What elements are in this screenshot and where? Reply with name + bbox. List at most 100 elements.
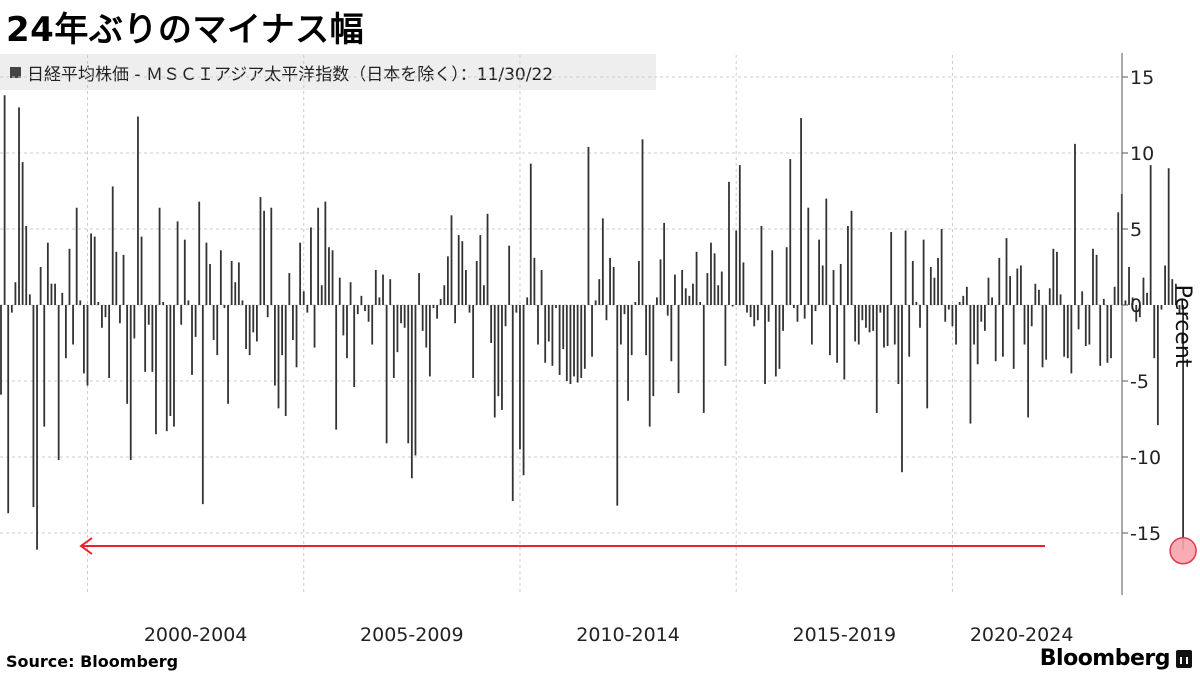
chart-bar	[439, 298, 442, 305]
chart-bar	[64, 305, 67, 359]
chart-bar	[151, 305, 154, 372]
chart-bar	[126, 305, 129, 404]
chart-bar	[108, 305, 111, 378]
chart-bar	[468, 305, 471, 313]
chart-bar	[868, 305, 871, 333]
chart-bar	[789, 159, 792, 305]
chart-bar	[731, 305, 734, 307]
x-group-label: 2000-2004	[144, 624, 248, 646]
chart-bar	[277, 305, 280, 409]
chart-bar	[771, 250, 774, 305]
chart-bar	[832, 270, 835, 305]
chart-bar	[587, 146, 590, 305]
chart-bar	[115, 251, 118, 305]
chart-bar	[436, 305, 438, 319]
chart-bar	[962, 295, 965, 305]
chart-bar	[223, 305, 226, 309]
chart-bar	[677, 305, 680, 394]
chart-bar	[245, 305, 247, 350]
chart-bar	[371, 305, 374, 345]
chart-bar	[569, 305, 572, 385]
chart-bar	[594, 300, 597, 305]
chart-bar	[382, 274, 384, 305]
chart-bar	[490, 305, 493, 343]
chart-bar	[173, 305, 175, 427]
chart-bar	[1182, 305, 1184, 550]
chart-bar	[335, 305, 338, 430]
chart-annotation	[79, 536, 1197, 565]
chart-bar	[861, 305, 864, 321]
chart-bar	[209, 263, 211, 305]
chart-bar	[129, 305, 132, 461]
chart-bar	[475, 260, 478, 305]
chart-bar	[648, 305, 651, 427]
chart-bar	[248, 305, 251, 356]
chart-bar	[1102, 298, 1105, 305]
chart-bar	[533, 257, 536, 305]
chart-bar	[792, 305, 795, 309]
chart-bar	[1142, 277, 1145, 305]
chart-bar	[785, 247, 788, 305]
chart-bar	[155, 305, 157, 435]
chart-bar	[194, 305, 197, 337]
chart-bar	[958, 301, 961, 305]
chart-bar	[562, 305, 565, 350]
chart-bar	[519, 305, 521, 450]
chart-bar	[1045, 305, 1048, 360]
chart-bar	[897, 305, 900, 385]
chart-bar	[713, 253, 716, 305]
chart-bar	[10, 305, 13, 313]
chart-bar	[994, 305, 997, 362]
chart-bar	[497, 305, 500, 397]
y-axis-title: Percent	[1170, 285, 1195, 368]
chart-bar	[634, 301, 637, 305]
chart-bar	[1059, 294, 1062, 305]
chart-bar	[457, 235, 460, 305]
chart-bar	[479, 235, 482, 305]
chart-bar	[75, 207, 78, 305]
chart-bar	[1092, 248, 1094, 305]
chart-bar	[555, 305, 557, 309]
chart-bar	[446, 256, 449, 305]
chart-bar	[720, 271, 723, 305]
chart-bar	[547, 305, 550, 342]
chart-bar	[778, 305, 781, 369]
chart-bar	[292, 305, 294, 340]
chart-bar	[219, 250, 222, 305]
chart-bar	[18, 107, 20, 306]
source-note: Source: Bloomberg	[6, 652, 179, 671]
chart-bar	[400, 305, 402, 324]
chart-bar	[119, 305, 121, 324]
chart-bar	[1113, 286, 1116, 305]
chart-bar	[299, 242, 302, 305]
chart-bar	[270, 207, 273, 305]
chart-bar	[508, 245, 511, 305]
chart-bar	[1048, 288, 1051, 305]
chart-bar	[14, 282, 17, 305]
chart-bar	[295, 305, 298, 368]
chart-bar	[241, 300, 244, 305]
annotation-arrow-head	[79, 537, 93, 555]
chart-bar	[692, 283, 694, 305]
chart-bar	[742, 262, 745, 305]
chart-bar	[72, 305, 74, 345]
chart-bar	[165, 305, 168, 432]
chart-bar	[1016, 268, 1019, 305]
chart-bar	[349, 282, 352, 305]
chart-bar	[1077, 305, 1080, 330]
chart-bar	[1117, 212, 1120, 305]
chart-bar	[360, 295, 363, 305]
chart-legend: 日経平均株価 - ＭＳＣＩアジア太平洋指数（日本を除く）：11/30/22	[0, 54, 656, 90]
chart-bar	[320, 285, 323, 305]
chart-bar	[1001, 305, 1004, 357]
chart-bar	[227, 305, 229, 404]
y-tick-label: 0	[1130, 295, 1142, 317]
chart-bar	[937, 257, 939, 305]
chart-bar	[461, 241, 464, 305]
chart-bar	[940, 229, 943, 305]
chart-bar	[619, 305, 622, 345]
x-group-label: 2020-2024	[970, 624, 1074, 646]
chart-bar	[1063, 305, 1066, 357]
chart-bar	[259, 197, 262, 305]
